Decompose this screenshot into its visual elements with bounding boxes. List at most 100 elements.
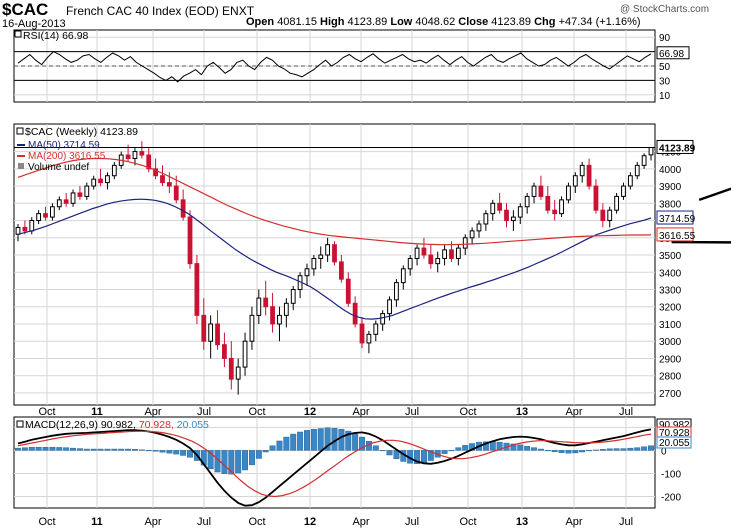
macd-histogram-bar (35, 446, 42, 451)
macd-histogram-bar (482, 441, 489, 451)
macd-histogram-bar (187, 450, 193, 458)
price-legend: $CAC (Weekly) 4123.89 (25, 126, 138, 138)
macd-last-label: 90.982 (659, 420, 690, 431)
candle-body (15, 226, 21, 235)
candle-body (627, 175, 633, 187)
rsi-tick-label: 30 (659, 76, 671, 87)
macd-histogram-bar (606, 448, 613, 451)
candle-body (56, 199, 62, 208)
candle-body (249, 314, 255, 342)
chg-label: Chg (534, 16, 556, 28)
candle-body (345, 278, 351, 304)
macd-histogram-bar (634, 447, 641, 451)
macd-histogram-bar (372, 445, 379, 451)
price-tick-label: 3300 (659, 285, 682, 296)
macd-histogram-bar (304, 430, 310, 451)
candle-body (462, 237, 468, 249)
price-tick-label: 3800 (659, 199, 682, 210)
macd-histogram-bar (166, 450, 173, 454)
macd-histogram-bar (455, 447, 462, 451)
candle-body (187, 216, 193, 265)
rsi-legend-marker (14, 30, 22, 38)
macd-histogram-bar (648, 445, 654, 451)
candle-body (215, 323, 220, 346)
candle-body (442, 249, 447, 259)
macd-histogram-bar (558, 450, 565, 453)
macd-x-tick-label: 12 (304, 516, 316, 528)
candle-body (228, 357, 234, 380)
candle-body (77, 192, 83, 197)
candle-body (332, 244, 337, 263)
candle-body (387, 299, 392, 315)
candle-body (277, 314, 282, 325)
candle-body (634, 164, 640, 177)
macd-histogram-bar (414, 450, 421, 464)
price-tick-label: 4000 (659, 165, 682, 176)
macd-histogram-bar (104, 448, 111, 451)
macd-histogram-bar (359, 436, 365, 451)
candle-body (311, 257, 317, 270)
stockcharts-watermark: @ StockCharts.com (620, 4, 710, 15)
macd-histogram-bar (255, 450, 262, 459)
rsi-tick-label: 90 (659, 33, 671, 44)
candle-body (160, 175, 165, 184)
price-tick-label: 3000 (659, 337, 682, 348)
open-value: 4081.15 (277, 16, 317, 28)
macd-histogram-bar (537, 448, 544, 451)
macd-histogram-bar (152, 450, 159, 452)
price-tick-label: 3900 (659, 182, 682, 193)
rsi-tick-label: 10 (659, 91, 671, 102)
price-tick-label: 3100 (659, 320, 682, 331)
candle-body (504, 209, 509, 222)
macd-last-box (656, 436, 692, 449)
macd-histogram-bar (97, 448, 104, 451)
macd-histogram-bar (42, 446, 49, 451)
macd-histogram-bar (15, 447, 21, 451)
panel-frame-macd (13, 416, 656, 509)
macd-histogram-bar (324, 427, 331, 451)
macd-histogram-bar (173, 450, 180, 455)
open-label: Open (246, 16, 275, 28)
macd-histogram-bar (317, 428, 324, 451)
macd-x-tick-label: 13 (516, 516, 528, 528)
macd-histogram-bar (56, 447, 63, 451)
price-tick-label: 2900 (659, 354, 682, 365)
macd-histogram-bar (462, 445, 469, 451)
candle-body (91, 178, 97, 187)
macd-histogram-bar (599, 449, 606, 451)
candle-body (600, 209, 606, 222)
price-x-tick-label: Oct (248, 406, 265, 418)
candle-body (201, 314, 207, 342)
price-tick-label: 3200 (659, 303, 682, 314)
macd-histogram-bar (90, 448, 97, 451)
price-x-tick-label: Jul (619, 406, 633, 418)
volume-legend: Volume undef (28, 162, 89, 173)
candle-body (50, 206, 55, 218)
candle-body (263, 297, 269, 308)
macd-histogram-bar (448, 450, 455, 452)
macd-histogram-bar (70, 447, 76, 451)
macd-x-tick-label: Apr (352, 516, 369, 528)
candle-body (373, 323, 379, 335)
candle-body (29, 220, 35, 232)
signal-line (17, 430, 652, 498)
macd-last-label: 70.928 (659, 428, 690, 439)
candle-body (517, 206, 523, 218)
rsi-legend: RSI(14) 66.98 (23, 30, 89, 42)
macd-histogram-bar (269, 445, 276, 451)
price-x-tick-label: Apr (352, 406, 369, 418)
ma200-line (17, 157, 652, 246)
candle-body (648, 146, 654, 156)
quote-date: 16-Aug-2013 (2, 18, 66, 30)
candle-body (545, 195, 551, 211)
macd-histogram-bar (83, 448, 90, 451)
macd-tick-label: 0 (661, 446, 667, 457)
candle-body (352, 302, 358, 325)
candle-body (593, 185, 599, 211)
price-legend-marker (16, 127, 24, 135)
candle-body (455, 247, 461, 259)
candle-body (614, 195, 619, 211)
macd-tick-label: -100 (661, 469, 681, 480)
candle-body (256, 297, 262, 316)
rsi-last-box (656, 46, 690, 60)
